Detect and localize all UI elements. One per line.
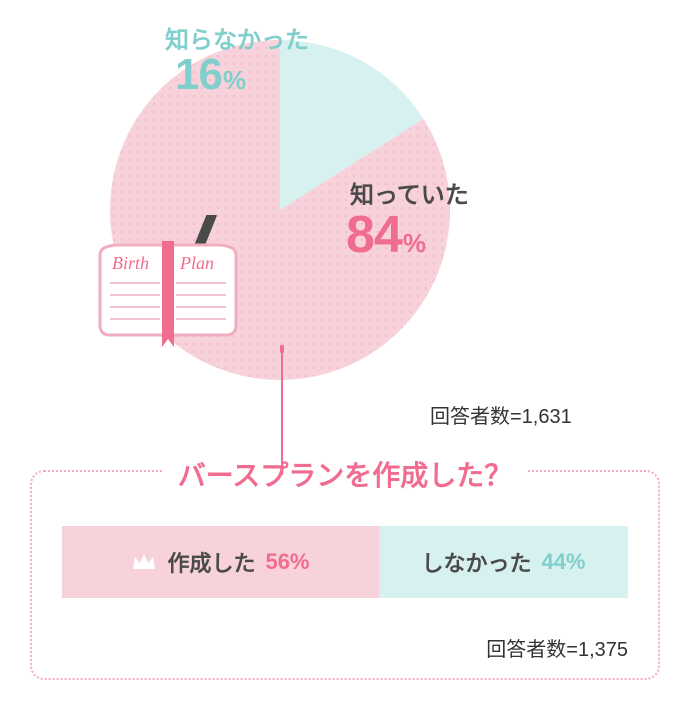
panel-respondent-count: 回答者数=1,375 (486, 633, 628, 662)
bar-segment1-pct: 56% (265, 549, 309, 575)
pie-slice1-pct-num: 16 (175, 50, 222, 99)
bar-segment-not-created: しなかった 44% (379, 526, 628, 598)
pie-slice2-pct: 84% (346, 205, 425, 265)
pct-sign: % (223, 65, 245, 95)
birth-plan-notebook-icon: Birth Plan (90, 215, 260, 355)
svg-text:Birth: Birth (112, 253, 149, 273)
notebook-svg: Birth Plan (90, 215, 260, 355)
pct-sign: % (403, 228, 425, 258)
bar-segment2-pct: 44% (541, 549, 585, 575)
created-plan-panel: バースプランを作成した？ 作成した 56% しなかった 44% 回答者数=1,3… (30, 470, 660, 680)
bar-segment2-label: しなかった (421, 546, 531, 578)
bar-segment-created: 作成した 56% (62, 526, 379, 598)
svg-text:Plan: Plan (179, 253, 214, 273)
pie-respondent-count: 回答者数=1,631 (430, 400, 572, 429)
crown-icon (131, 551, 157, 573)
pie-slice2-pct-num: 84 (346, 206, 402, 264)
pie-slice1-pct: 16% (175, 50, 245, 100)
stacked-bar: 作成した 56% しなかった 44% (62, 526, 628, 598)
pie-to-panel-connector (280, 345, 284, 475)
bar-segment1-label: 作成した (167, 546, 255, 578)
panel-title: バースプランを作成した？ (164, 454, 527, 494)
